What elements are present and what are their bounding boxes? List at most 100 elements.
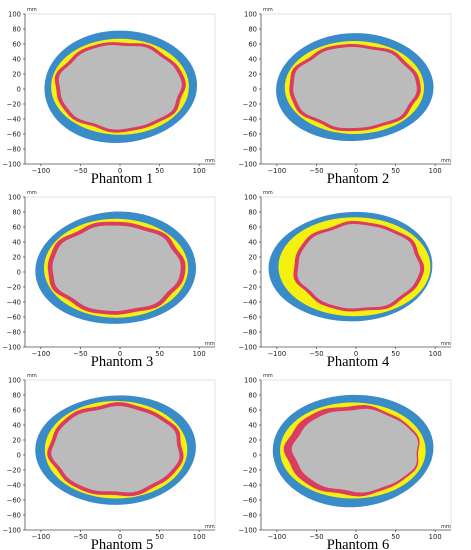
x-tick-label: −100: [267, 350, 286, 358]
phantom-panel-2: 100 80 60 40 20 0 −20 −40 −60 −80 −100 −100 −50 0 50 10…: [236, 0, 471, 187]
panel-title: Phantom 2: [327, 171, 389, 187]
y-tick-label: −80: [7, 328, 21, 336]
y-tick-label: −80: [243, 511, 257, 519]
y-tick-label: −60: [7, 313, 21, 321]
y-unit-label: mm: [27, 7, 37, 13]
y-tick-label: 0: [253, 451, 257, 459]
phantom-chart-4: 100 80 60 40 20 0 −20 −40 −60 −80 −100 −100 −50 0 50 10…: [238, 190, 452, 370]
y-tick-label: −80: [7, 511, 21, 519]
x-tick-label: −100: [31, 533, 50, 541]
core-layer-region: [58, 45, 182, 130]
y-tick-label: 100: [8, 376, 21, 384]
y-tick-label: 80: [12, 25, 21, 33]
y-tick-label: −60: [7, 496, 21, 504]
x-tick-label: −50: [73, 167, 87, 175]
y-tick-label: 80: [248, 391, 257, 399]
y-tick-label: 20: [12, 253, 21, 261]
x-tick-label: 100: [193, 167, 206, 175]
phantom-chart-3: 100 80 60 40 20 0 −20 −40 −60 −80 −100 −100 −50 0 50 10…: [2, 190, 216, 370]
y-tick-label: −60: [7, 130, 21, 138]
y-tick-label: −20: [7, 283, 21, 291]
y-tick-label: −100: [238, 526, 257, 534]
y-tick-label: −80: [243, 145, 257, 153]
y-tick-label: 20: [12, 70, 21, 78]
x-unit-label: mm: [441, 158, 451, 164]
panel-title: Phantom 6: [327, 537, 389, 550]
x-tick-label: −100: [31, 167, 50, 175]
phantom-panel-4: 100 80 60 40 20 0 −20 −40 −60 −80 −100 −100 −50 0 50 10…: [236, 183, 471, 370]
core-layer-region: [51, 405, 180, 493]
x-tick-label: 50: [391, 167, 400, 175]
y-tick-label: 20: [248, 70, 257, 78]
y-tick-label: 40: [12, 55, 21, 63]
y-tick-label: 60: [12, 406, 21, 414]
y-tick-label: −80: [243, 328, 257, 336]
y-tick-label: −20: [7, 100, 21, 108]
y-tick-label: 0: [17, 451, 21, 459]
x-tick-label: −50: [73, 350, 87, 358]
phantom-panel-6: 100 80 60 40 20 0 −20 −40 −60 −80 −100 −100 −50 0 50 10…: [236, 366, 471, 550]
y-tick-label: 100: [8, 193, 21, 201]
phantom-chart-1: 100 80 60 40 20 0 −20 −40 −60 −80 −100 −100 −50 0 50 10…: [2, 7, 216, 187]
y-tick-label: −20: [243, 283, 257, 291]
y-tick-label: −40: [243, 115, 257, 123]
y-unit-label: mm: [263, 373, 273, 379]
y-tick-label: 20: [12, 436, 21, 444]
x-tick-label: 50: [155, 533, 164, 541]
panel-title: Phantom 1: [91, 171, 153, 187]
y-tick-label: 20: [248, 436, 257, 444]
y-tick-label: −60: [243, 313, 257, 321]
x-tick-label: 0: [354, 533, 358, 541]
y-tick-label: 60: [12, 40, 21, 48]
panel-title: Phantom 3: [91, 354, 153, 370]
x-tick-label: 0: [118, 350, 122, 358]
y-unit-label: mm: [263, 190, 273, 196]
x-unit-label: mm: [205, 341, 215, 347]
x-tick-label: 0: [354, 350, 358, 358]
y-tick-label: −40: [243, 298, 257, 306]
y-tick-label: 80: [248, 25, 257, 33]
y-tick-label: 40: [248, 421, 257, 429]
x-tick-label: −50: [309, 533, 323, 541]
phantom-chart-5: 100 80 60 40 20 0 −20 −40 −60 −80 −100 −100 −50 0 50 10…: [2, 373, 216, 550]
y-tick-label: −100: [2, 526, 21, 534]
x-tick-label: 100: [429, 533, 442, 541]
y-tick-label: 0: [17, 268, 21, 276]
y-tick-label: −20: [243, 100, 257, 108]
y-tick-label: −100: [238, 160, 257, 168]
x-tick-label: 50: [391, 533, 400, 541]
x-tick-label: −100: [31, 350, 50, 358]
core-layer-region: [291, 408, 419, 493]
x-tick-label: 50: [155, 167, 164, 175]
y-tick-label: −60: [243, 130, 257, 138]
x-tick-label: −50: [309, 350, 323, 358]
y-tick-label: 40: [12, 238, 21, 246]
phantom-panel-1: 100 80 60 40 20 0 −20 −40 −60 −80 −100 −100 −50 0 50 10…: [0, 0, 235, 187]
x-unit-label: mm: [205, 524, 215, 530]
x-tick-label: 100: [429, 350, 442, 358]
x-tick-label: −50: [73, 533, 87, 541]
y-tick-label: 60: [248, 223, 257, 231]
panel-title: Phantom 5: [91, 537, 153, 550]
x-unit-label: mm: [441, 341, 451, 347]
y-tick-label: −20: [7, 466, 21, 474]
core-layer-region: [52, 225, 181, 312]
y-tick-label: 0: [17, 85, 21, 93]
x-tick-label: −100: [267, 533, 286, 541]
y-tick-label: 40: [248, 238, 257, 246]
y-tick-label: 60: [12, 223, 21, 231]
y-tick-label: 20: [248, 253, 257, 261]
phantom-panel-3: 100 80 60 40 20 0 −20 −40 −60 −80 −100 −100 −50 0 50 10…: [0, 183, 235, 370]
y-tick-label: −40: [7, 481, 21, 489]
y-unit-label: mm: [27, 190, 37, 196]
phantom-panel-5: 100 80 60 40 20 0 −20 −40 −60 −80 −100 −100 −50 0 50 10…: [0, 366, 235, 550]
x-tick-label: 50: [391, 350, 400, 358]
y-tick-label: 0: [253, 268, 257, 276]
x-tick-label: 100: [193, 350, 206, 358]
y-tick-label: −40: [243, 481, 257, 489]
y-tick-label: −100: [2, 160, 21, 168]
y-tick-label: 100: [244, 10, 257, 18]
core-layer-region: [297, 223, 421, 309]
x-tick-label: −50: [309, 167, 323, 175]
y-tick-label: −20: [243, 466, 257, 474]
